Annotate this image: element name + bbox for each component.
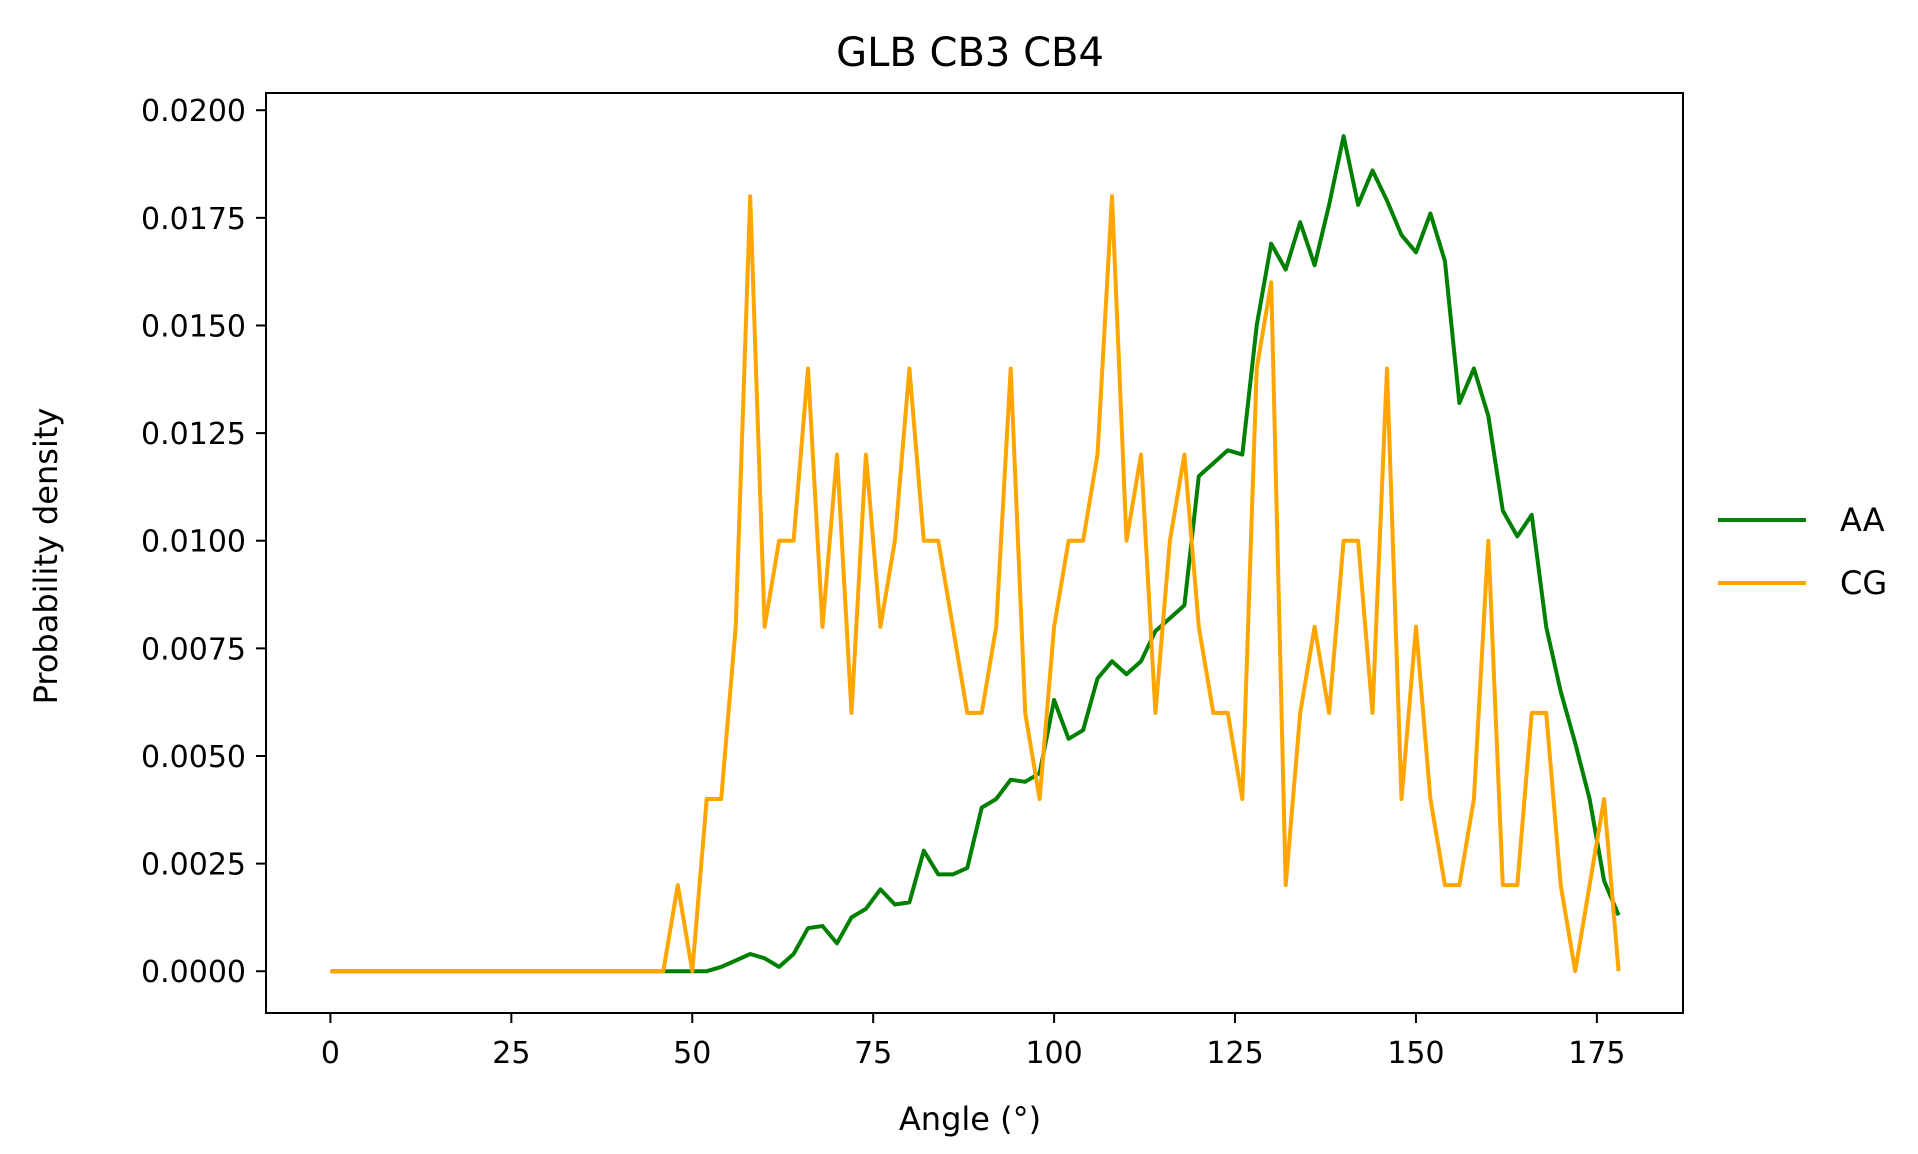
y-tick-label: 0.0150 <box>141 309 246 344</box>
y-tick-label: 0.0000 <box>141 955 246 990</box>
x-tick-label: 75 <box>854 1036 892 1071</box>
y-axis: 0.0000 0.0025 0.0050 0.0075 0.0100 0.0125 0.01… <box>141 94 266 990</box>
legend: AA CG <box>1718 501 1887 602</box>
legend-label-aa: AA <box>1840 501 1885 539</box>
y-tick-label: 0.0200 <box>141 94 246 129</box>
x-tick-label: 50 <box>673 1036 711 1071</box>
y-tick-label: 0.0050 <box>141 740 246 775</box>
chart-title: GLB CB3 CB4 <box>836 30 1104 76</box>
plot-series <box>330 134 1621 974</box>
y-tick-label: 0.0175 <box>141 202 246 237</box>
x-tick-label: 25 <box>492 1036 530 1071</box>
y-axis-label: Probability density <box>27 408 65 705</box>
x-axis-label: Angle (°) <box>899 1100 1041 1138</box>
series-line-cg <box>330 194 1621 974</box>
x-tick-label: 150 <box>1387 1036 1444 1071</box>
x-tick-label: 0 <box>321 1036 340 1071</box>
plot-frame <box>265 92 1684 1014</box>
series-line-aa <box>330 134 1621 974</box>
y-tick-label: 0.0075 <box>141 632 246 667</box>
y-tick-label: 0.0100 <box>141 525 246 560</box>
x-tick-label: 175 <box>1568 1036 1625 1071</box>
x-tick-label: 100 <box>1025 1036 1082 1071</box>
legend-label-cg: CG <box>1840 564 1887 602</box>
x-axis: 0 25 50 75 100 125 150 175 <box>321 1013 1626 1071</box>
x-tick-label: 125 <box>1206 1036 1263 1071</box>
y-tick-label: 0.0125 <box>141 417 246 452</box>
y-tick-label: 0.0025 <box>141 848 246 883</box>
